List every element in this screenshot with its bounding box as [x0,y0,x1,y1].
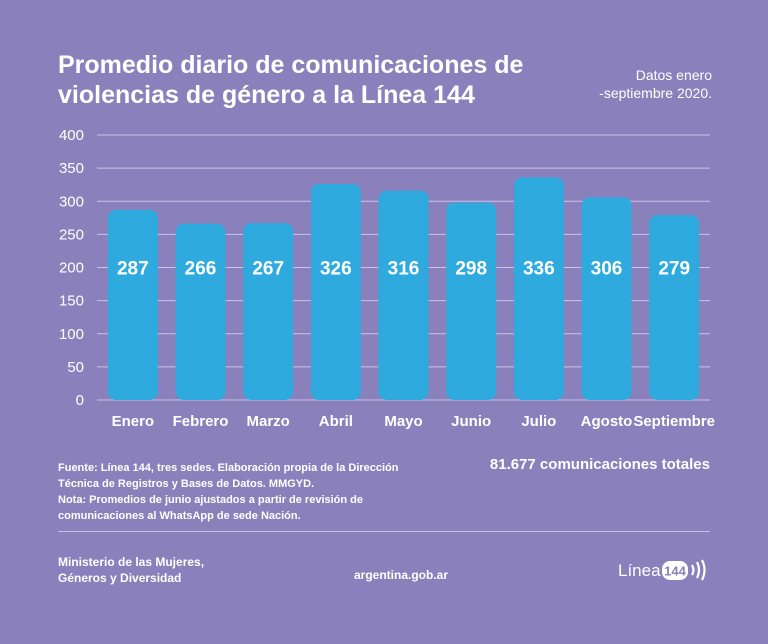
source-note: Fuente: Línea 144, tres sedes. Elaboraci… [58,460,438,524]
x-tick-label: Mayo [384,413,422,430]
y-axis-ticks: 0 50 100 150 200 250 300 350 400 [59,127,84,409]
bar-septiembre [649,215,700,400]
note-line-1: Nota: Promedios de junio ajustados a par… [58,494,364,506]
bar-agosto [581,197,632,400]
bar-junio [446,202,497,400]
y-tick-label: 150 [59,293,84,310]
y-tick-label: 250 [59,226,84,243]
bar-marzo [243,223,294,400]
logo-number: 144 [664,564,686,579]
signal-arc-2-icon [696,561,701,579]
bar-julio [513,177,564,400]
bar-value-label: 267 [252,259,284,280]
bar-value-label: 266 [185,259,217,280]
bar-value-labels: 287 266 267 326 316 298 336 306 279 [117,259,690,280]
source-line-1: Fuente: Línea 144, tres sedes. Elaboraci… [58,462,399,474]
bar-mayo [378,190,429,400]
logo-badge [662,561,688,580]
ministry-line-1: Ministerio de las Mujeres, [58,555,205,569]
signal-arc-3-icon [701,559,706,581]
x-tick-label: Enero [112,413,155,430]
title-line-1: Promedio diario de comunicaciones de [58,51,524,79]
period-line-1: Datos enero [635,67,712,83]
x-tick-label: Julio [521,413,556,430]
source-line-2: Técnica de Registros y Bases de Datos. M… [58,478,315,490]
y-tick-label: 350 [59,160,84,177]
linea-144-logo: Línea 144 [618,559,706,581]
x-tick-label: Febrero [173,413,229,430]
x-tick-label: Agosto [581,413,633,430]
bar-value-label: 336 [523,259,555,280]
bar-value-label: 316 [388,259,420,280]
y-tick-label: 0 [76,392,84,409]
footer-divider [58,531,710,532]
bars [107,177,700,400]
bar-value-label: 306 [591,259,623,280]
title-line-2: violencias de género a la Línea 144 [58,81,475,109]
bar-abril [310,184,361,400]
y-tick-label: 100 [59,326,84,343]
bar-value-label: 287 [117,259,149,280]
x-tick-label: Abril [319,413,353,430]
ministry-line-2: Géneros y Diversidad [58,571,182,585]
total-communications: 81.677 comunicaciones totales [489,456,710,473]
logo-text: Línea [618,561,661,580]
bar-value-label: 326 [320,259,352,280]
y-tick-label: 400 [59,127,84,144]
period-line-2: -septiembre 2020. [599,85,712,101]
y-tick-label: 50 [67,359,84,376]
note-line-2: comunicaciones al WhatsApp de sede Nació… [58,510,301,522]
y-tick-label: 200 [59,260,84,277]
signal-arc-1-icon [691,564,695,576]
website-link[interactable]: argentina.gob.ar [354,568,449,582]
bar-value-label: 279 [658,259,690,280]
x-tick-label: Junio [451,413,491,430]
x-tick-label: Marzo [246,413,289,430]
x-tick-label: Septiembre [633,413,715,430]
x-axis-ticks: Enero Febrero Marzo Abril Mayo Junio Julio Agos… [112,413,715,430]
bar-value-label: 298 [455,259,487,280]
ministry-name: Ministerio de las Mujeres, Géneros y Div… [58,554,278,586]
bar-febrero [175,223,226,400]
chart-title: Promedio diario de comunicaciones de vio… [58,50,528,110]
bar-enero [107,209,158,400]
y-tick-label: 300 [59,193,84,210]
data-period: Datos enero -septiembre 2020. [552,66,712,102]
